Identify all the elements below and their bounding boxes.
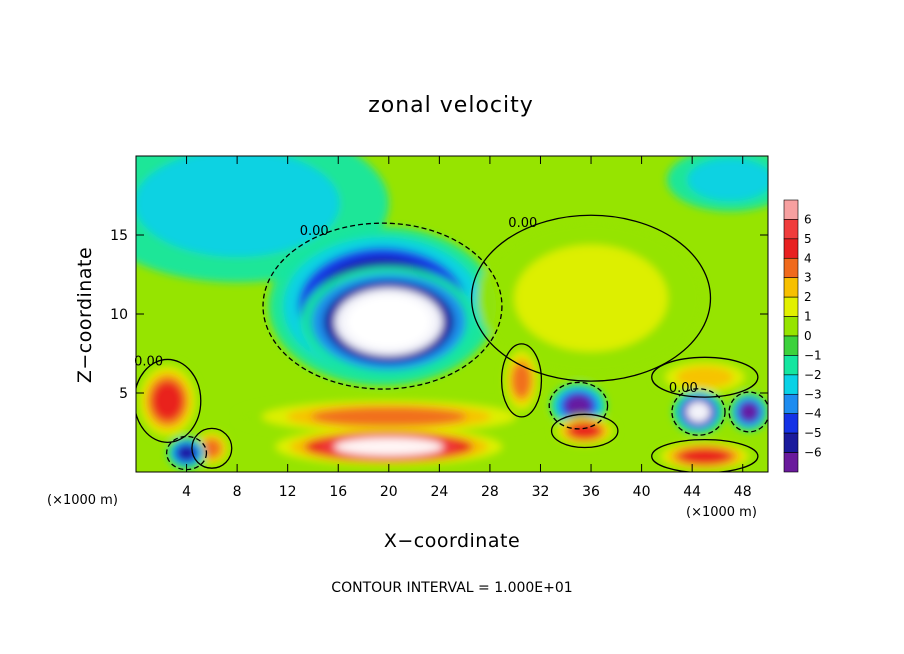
colorbar-label-2: 4 [804, 251, 812, 265]
field-feature-negative_cell-15-4 [739, 402, 759, 422]
contour-negative_cell-10 [548, 381, 609, 430]
colorbar-label-9: −3 [804, 387, 822, 401]
zero-contours [136, 214, 768, 472]
colorbar-label-4: 2 [804, 290, 812, 304]
field-feature-negative_cell-16-4 [177, 445, 196, 461]
x-tick-label-7: 32 [532, 484, 550, 500]
field-feature-positive_cell-13-4 [569, 423, 600, 439]
contour-negative_cell-11 [671, 388, 726, 436]
colorbar-label-11: −5 [804, 426, 822, 440]
z-tick-label-1: 10 [110, 307, 128, 323]
colorbar-label-3: 3 [804, 271, 812, 285]
colorbar-label-12: −6 [804, 446, 822, 460]
field-feature-positive_cell-7-4 [152, 381, 183, 420]
contour-positive_region-14 [470, 214, 712, 382]
x-tick-label-4: 20 [380, 484, 398, 500]
contour-labels: 0.00 0.00 0.00 0.00 [134, 216, 698, 396]
x-tick-label-10: 44 [683, 484, 701, 500]
colorbar-swatch-3 [783, 257, 799, 279]
colorbar-swatch-1 [783, 219, 799, 240]
colorbar-label-0: 6 [804, 212, 812, 226]
x-axis-label: X−coordinate [384, 530, 520, 552]
colorbar-swatch-0 [783, 199, 799, 220]
x-tick-label-3: 16 [329, 484, 347, 500]
colorbar-swatch-5 [783, 296, 799, 317]
colorbar-swatch-9 [783, 374, 799, 395]
field-feature-negative_region-0-1 [136, 156, 340, 257]
x-tick-label-1: 8 [233, 484, 242, 500]
velocity-field [136, 156, 768, 472]
contour-positive_cell-9 [651, 356, 759, 398]
colorbar-label-1: 5 [804, 232, 812, 246]
z-axis-label: Z−coordinate [74, 247, 96, 383]
colorbar-label-8: −2 [804, 368, 822, 382]
colorbar-swatch-8 [783, 355, 799, 376]
contour-label-1: 0.00 [508, 216, 537, 231]
x-tick-label-6: 28 [481, 484, 499, 500]
x-tick-label-9: 40 [633, 484, 651, 500]
x-axis-ticks: 4 8 12 16 20 24 28 32 36 40 44 48 [182, 156, 752, 500]
contour-label-2: 0.00 [134, 354, 163, 369]
colorbar-label-10: −4 [804, 407, 822, 421]
x-tick-label-0: 4 [182, 484, 191, 500]
contour-label-3: 0.00 [669, 381, 698, 396]
colorbar-swatch-10 [783, 393, 799, 415]
chart-title: zonal velocity [368, 93, 534, 118]
contour-negative_core-0 [262, 222, 503, 390]
field-feature-negative_inner-3-4 [346, 295, 432, 349]
colorbar-label-6: 0 [804, 329, 812, 343]
colorbar-swatch-12 [783, 432, 799, 453]
contour-label-0: 0.00 [300, 224, 329, 239]
z-tick-label-2: 15 [110, 228, 128, 244]
contour-positive_cell-4 [500, 343, 543, 418]
x-tick-label-11: 48 [734, 484, 752, 500]
field-feature-positive_cell-9-4 [680, 448, 730, 464]
x-axis-unit-right: (×1000 m) [686, 505, 757, 520]
contour-positive_cell-8 [651, 438, 759, 472]
colorbar-swatch-13 [783, 452, 799, 473]
colorbar-swatch-2 [783, 238, 799, 259]
field-feature-negative_cell-11-4 [565, 395, 592, 417]
x-tick-label-8: 36 [582, 484, 600, 500]
colorbar-swatch-6 [783, 316, 799, 337]
field-feature-positive_jet-4-3 [311, 406, 467, 427]
field-feature-negative_region-6-1 [687, 158, 768, 202]
x-axis-unit-left: (×1000 m) [47, 493, 118, 508]
colorbar-swatch-7 [783, 335, 799, 356]
field-feature-positive_cell-10-3 [511, 362, 532, 399]
field-feature-negative_cell-12-4 [686, 401, 711, 423]
z-axis-ticks: 5 10 15 [110, 228, 768, 402]
field-feature-positive_cell-8-2 [676, 366, 734, 388]
colorbar-label-5: 1 [804, 310, 812, 324]
x-tick-label-2: 12 [279, 484, 297, 500]
contour-positive_cell-7 [550, 413, 619, 449]
colorbar: 6 5 4 3 2 1 0 −1 −2 −3 −4 −5 −6 [783, 199, 822, 473]
colorbar-swatch-11 [783, 413, 799, 434]
z-tick-label-0: 5 [119, 386, 128, 402]
colorbar-swatch-4 [783, 277, 799, 298]
contour-positive_cell-6 [191, 427, 233, 469]
plot-area [136, 156, 768, 472]
field-feature-positive_max-5-4 [334, 437, 444, 456]
field-feature-positive_region-2-1 [514, 244, 668, 352]
contour-interval-note: CONTOUR INTERVAL = 1.000E+01 [331, 580, 572, 596]
x-tick-label-5: 24 [430, 484, 448, 500]
colorbar-label-7: −1 [804, 348, 822, 362]
contour-positive_cell-5 [136, 358, 202, 444]
